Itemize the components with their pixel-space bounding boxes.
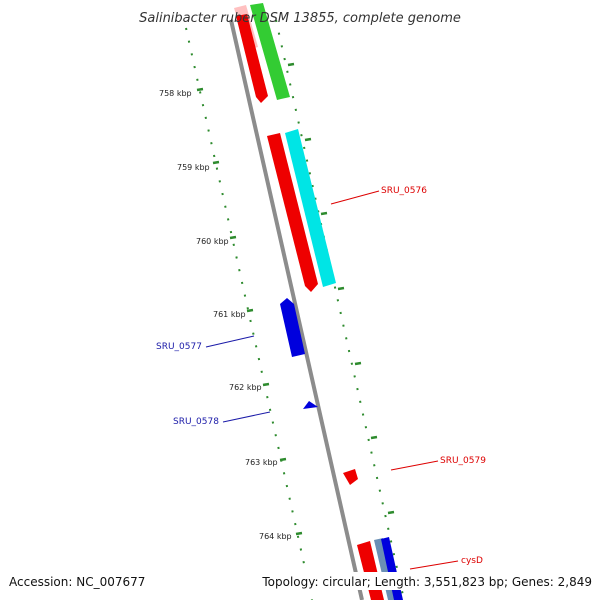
tick-label: 763 kbp — [245, 458, 278, 467]
tick-mark — [279, 457, 287, 462]
leader-line-cysD — [409, 560, 459, 570]
tick-label: 760 kbp — [196, 237, 229, 246]
tick-mark — [196, 87, 204, 92]
leader-line-SRU_0579 — [390, 460, 439, 471]
leader-line-SRU_0577 — [205, 335, 255, 348]
gene-feature-blue-SRU_0577[interactable] — [280, 298, 305, 357]
gene-label-SRU_0576[interactable]: SRU_0576 — [381, 186, 427, 196]
tick-label: 764 kbp — [259, 532, 292, 541]
gene-label-SRU_0578[interactable]: SRU_0578 — [173, 417, 219, 427]
gene-feature-red-SRU_0576[interactable] — [267, 133, 318, 292]
tick-label: 759 kbp — [177, 163, 210, 172]
tick-label: 761 kbp — [213, 310, 246, 319]
gene-feature-red-top[interactable] — [236, 14, 268, 103]
tick-mark — [212, 160, 220, 165]
leader-line-SRU_0576 — [330, 190, 380, 205]
tick-label: 762 kbp — [229, 383, 262, 392]
gene-label-SRU_0579[interactable]: SRU_0579 — [440, 456, 486, 466]
tick-mark — [262, 382, 270, 387]
gene-feature-blue-SRU_0578[interactable] — [303, 401, 318, 409]
footer-right-bg — [258, 572, 594, 590]
tick-mark — [295, 531, 303, 536]
tick-mark — [246, 308, 254, 313]
topology-text: Topology: circular; Length: 3,551,823 bp… — [261, 575, 592, 589]
leader-line-SRU_0578 — [222, 411, 271, 423]
gene-label-cysD[interactable]: cysD — [461, 556, 483, 566]
tick-marks — [196, 87, 303, 536]
gene-feature-green[interactable] — [250, 3, 290, 100]
tick-label: 758 kbp — [159, 89, 192, 98]
tick-mark — [229, 235, 237, 240]
footer-left-bg — [6, 572, 148, 590]
outer-guide-ring — [275, 19, 405, 600]
accession-text: Accession: NC_007677 — [9, 575, 145, 589]
map-title: Salinibacter ruber DSM 13855, complete g… — [139, 11, 461, 26]
genome-backbone — [229, 19, 364, 600]
outer-tick-marks — [287, 62, 395, 515]
gene-feature-red-SRU_0579[interactable] — [343, 469, 358, 485]
gene-feature-cyan[interactable] — [285, 129, 336, 287]
gene-label-SRU_0577[interactable]: SRU_0577 — [156, 342, 202, 352]
